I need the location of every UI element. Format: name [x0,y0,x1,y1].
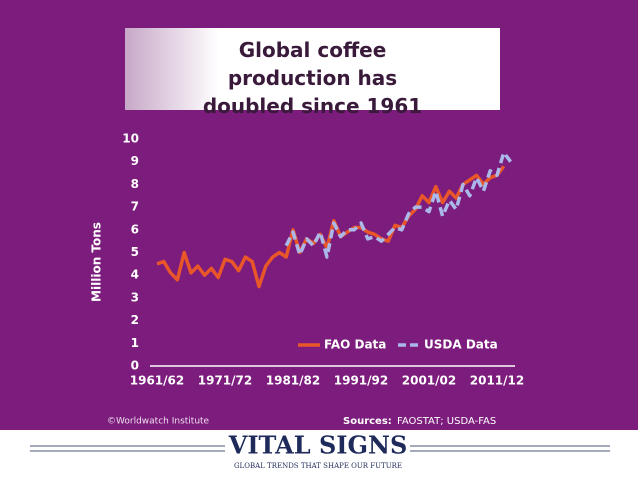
y-axis-label: Million Tons [90,222,104,302]
credit: ©Worldwatch Institute [107,417,210,427]
chart-title: Global coffee production has doubled sin… [125,28,500,118]
sources-label: Sources: [343,416,392,427]
series-line [156,165,506,289]
y-tick-label: 10 [122,132,139,146]
tagline: GLOBAL TRENDS THAT SHAPE OUR FUTURE [234,462,402,470]
x-tick-label: 2011/12 [470,374,524,388]
footer-band [0,430,638,479]
legend-label: USDA Data [424,338,498,352]
y-tick-label: 6 [131,222,139,236]
sources-text: FAOSTAT; USDA-FAS [397,416,496,427]
y-tick-label: 3 [131,290,139,304]
y-tick-label: 7 [131,200,139,214]
y-tick-label: 0 [131,359,139,373]
y-tick-label: 8 [131,177,139,191]
y-tick-label: 9 [131,154,139,168]
x-tick-label: 1991/92 [334,374,388,388]
x-tick-label: 1981/82 [266,374,320,388]
logo: VITAL SIGNS [228,431,408,460]
y-tick-label: 2 [131,313,139,327]
y-tick-label: 4 [131,268,139,282]
x-tick-label: 1961/62 [130,374,184,388]
series-line [284,150,513,259]
x-tick-label: 2001/02 [402,374,456,388]
logo-rules [30,445,610,452]
legend-label: FAO Data [324,338,386,352]
y-tick-label: 1 [131,336,139,350]
y-tick-label: 5 [131,245,139,259]
x-tick-label: 1971/72 [198,374,252,388]
